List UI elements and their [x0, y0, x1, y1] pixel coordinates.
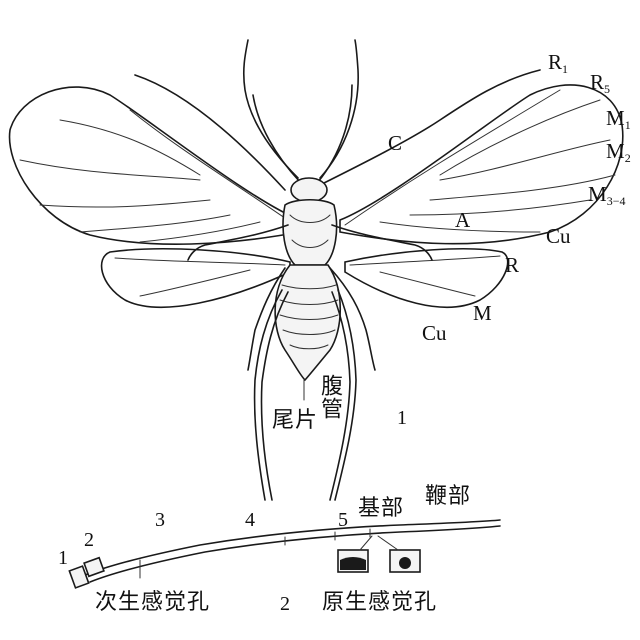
base-part-label: 基部 — [358, 496, 405, 521]
vein-label-r1: R1 — [548, 50, 569, 76]
antenna-segment-label-3: 3 — [155, 509, 165, 531]
left-hindwing — [100, 248, 291, 309]
head — [290, 177, 328, 203]
left-forewing — [8, 86, 301, 245]
vein-label-cu-hind: Cu — [422, 321, 447, 345]
antenna-segment-label-1: 1 — [58, 547, 68, 569]
left-mid-leg — [247, 267, 286, 371]
vein-label-cu-fore: Cu — [546, 224, 571, 248]
vein-label-m-hind: M — [473, 301, 492, 325]
left-antenna — [242, 39, 299, 179]
antenna-segment-label-5: 5 — [338, 509, 348, 531]
right-front-leg — [331, 224, 433, 261]
left-front-leg — [187, 224, 289, 261]
antenna-segment-label-4: 4 — [245, 509, 255, 531]
figure-number-2: 2 — [280, 593, 290, 615]
vein-label-m3-4: M3−4 — [588, 182, 626, 208]
flagellum-part-label: 鞭部 — [425, 484, 472, 509]
left-forewing-veins — [19, 109, 296, 243]
vein-label-r-hind: R — [505, 253, 520, 277]
vein-label-r5: R5 — [590, 70, 611, 96]
thorax — [282, 198, 338, 266]
secondary-rhinaria-label: 次生感觉孔 — [95, 590, 211, 615]
abdomen — [274, 264, 342, 382]
antenna-figure — [68, 519, 501, 589]
vein-label-c: C — [388, 131, 403, 155]
right-hindwing-vein-m — [379, 271, 476, 297]
antenna-segment-1 — [68, 565, 90, 589]
vein-label-m2: M2 — [606, 139, 631, 165]
left-hindwing-vein-m — [139, 269, 251, 297]
right-mid-leg — [329, 267, 376, 371]
right-forewing — [339, 84, 624, 245]
left-hind-leg — [253, 289, 283, 501]
left-hindwing-vein-r — [114, 257, 286, 266]
right-forewing-veins — [344, 89, 616, 233]
vein-label-a: A — [455, 208, 471, 232]
right-antenna — [319, 39, 359, 179]
cauda-label: 尾片 — [272, 408, 319, 433]
antenna-segment-2 — [83, 556, 105, 578]
right-hind-leg — [334, 289, 357, 501]
primary-rhinaria-label: 原生感觉孔 — [322, 590, 438, 615]
siphunculus-label: 腹管 — [317, 374, 342, 420]
right-hindwing-vein-r — [349, 255, 501, 266]
figure-number-1: 1 — [397, 407, 407, 429]
antenna-segment-label-2: 2 — [84, 529, 94, 551]
vein-label-m1: M1 — [606, 106, 631, 132]
